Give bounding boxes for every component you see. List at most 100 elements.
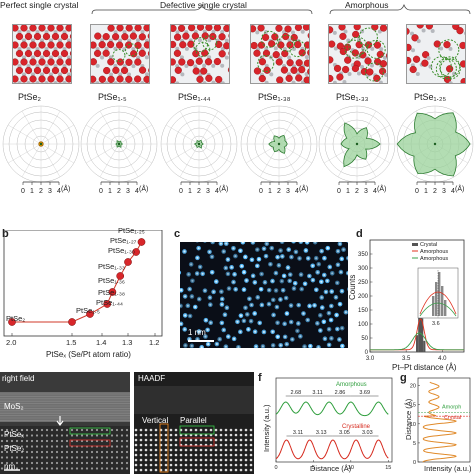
panel-b-xtick-0: 2.0: [6, 338, 17, 347]
panel-d-xlabel: Pt–Pt distance (Å): [392, 363, 457, 372]
lattice-model-2: [170, 24, 230, 84]
radial-tick-5-4: 4: [451, 188, 455, 195]
radial-tick-5-0: 0: [415, 188, 419, 195]
panel-b-point-6: [124, 258, 132, 266]
radial-tick-3-1: 1: [268, 188, 272, 195]
panel-d-inset-bar-4: [444, 300, 447, 316]
bf-scale-label: nm: [4, 462, 16, 471]
panel-b-point-4: [108, 288, 117, 296]
group-label-perfect: Perfect single crystal: [0, 0, 79, 10]
panel-d-legend-2: Amorphous: [420, 256, 448, 262]
phase-label-2: PtSe₁.₄₄: [178, 92, 211, 102]
radial-tick-5-3: 3: [442, 188, 446, 195]
panel-b-xtick-3: 1.3: [122, 338, 133, 347]
panel-b-point-0: [8, 318, 16, 326]
panel-d-ytick-1: 50: [361, 336, 368, 342]
panel-letter-f: f: [258, 372, 262, 384]
lattice-model-3: [250, 24, 310, 84]
panel-f-a-spacing-0: 2.68: [290, 390, 301, 396]
radial-tick-0-4: 4: [57, 188, 61, 195]
panel-f-xtick-0: 0: [274, 465, 277, 471]
panel-b-point-1: [68, 318, 76, 326]
stem-image-c: 1 nm: [180, 242, 348, 348]
panel-b-point-label-8: PtSe₁.₂₅: [118, 226, 145, 235]
phase-label-1: PtSe₁.₅: [98, 92, 127, 102]
panel-g-crystal-label: Crystal: [444, 415, 461, 421]
group-braces: [91, 3, 471, 15]
panel-f-ylabel: Intensity (a.u.): [262, 404, 271, 452]
panel-f-xtick-2: 10: [348, 465, 354, 471]
panel-b-point-label-0: PtSe₂: [6, 314, 26, 323]
panel-d-xtick-2: 4.0: [438, 356, 447, 362]
lattice-model-1: [90, 24, 150, 84]
panel-letter-c: c: [174, 228, 181, 240]
lattice-model-4: [328, 24, 388, 84]
panel-f-amorphous-trace: [275, 401, 389, 417]
mos2-label: MoS₂: [4, 402, 24, 411]
panel-d-ytick-5: 250: [358, 280, 369, 286]
radial-tick-3-3: 3: [286, 188, 290, 195]
panel-g-ytick-4: 20: [410, 384, 416, 390]
polar-shape-5: [396, 112, 471, 177]
panel-f-xlabel: Distance (Å): [310, 464, 352, 473]
vertical-label: Vertical: [142, 416, 169, 425]
radial-tick-3-2: 2: [277, 188, 281, 195]
radial-tick-0-0: 0: [21, 188, 25, 195]
group-label-defective: Defective single crystal: [160, 0, 247, 10]
panel-d-inset-bar-1: [435, 282, 438, 316]
panel-d-bar-1: [418, 312, 421, 352]
radial-tick-2-0: 0: [179, 188, 183, 195]
polar-plots: [2, 105, 474, 183]
radial-unit-4: (Å): [377, 186, 387, 193]
panel-d-xtick-1: 3.5: [402, 356, 411, 362]
panel-d-ytick-2: 100: [358, 322, 369, 328]
radial-tick-4-1: 1: [346, 188, 350, 195]
phase-label-5: PtSe₁.₂₅: [414, 92, 447, 102]
panel-b-xtick-2: 1.4: [96, 338, 107, 347]
panel-d-legend-0: Crystal: [420, 242, 437, 248]
scale-bar-label: 1 nm: [188, 328, 206, 337]
panel-f-c-spacing-2: 3.05: [339, 430, 350, 436]
panel-b-xtick-1: 1.5: [66, 338, 77, 347]
panel-f-crystalline-trace: [275, 439, 389, 460]
panel-d-inset-bar-2: [438, 272, 441, 316]
parallel-label: Parallel: [180, 416, 207, 425]
radial-tick-0-1: 1: [30, 188, 34, 195]
ptse2-label: PtSe₂: [4, 444, 25, 453]
panel-f-xtick-3: 15: [385, 465, 391, 471]
radial-unit-3: (Å): [299, 186, 309, 193]
bright-field-title: right field: [2, 374, 35, 383]
radial-tick-5-1: 1: [424, 188, 428, 195]
panel-f-crystalline-label: Crystalline: [342, 424, 371, 430]
panel-f-chart: Amorphous Crystalline 2.68 3.11 2.86 3.69 3.11…: [274, 377, 393, 471]
lattice-model-5: [406, 24, 466, 84]
radial-tick-4-3: 3: [364, 188, 368, 195]
panel-g-ytick-0: 0: [413, 460, 416, 466]
group-label-amorphous: Amorphous: [345, 0, 389, 10]
radial-tick-1-4: 4: [135, 188, 139, 195]
radial-tick-5-2: 2: [433, 188, 437, 195]
panel-d-ytick-0: 0: [365, 350, 369, 356]
radial-tick-2-3: 3: [206, 188, 210, 195]
panel-b-xlabel: PtSeₓ (Se/Pt atom ratio): [46, 350, 131, 359]
panel-d-curve-green: [370, 332, 464, 351]
panel-b-xtick-4: 1.2: [149, 338, 160, 347]
radial-tick-4-2: 2: [355, 188, 359, 195]
panel-d-inset-bar-3: [441, 286, 444, 316]
panel-b-point-label-2: PtSe₁.₄₄: [96, 298, 123, 307]
polar-plot-0: [2, 105, 80, 183]
panel-f-c-spacing-3: 3.03: [362, 430, 373, 436]
radial-tick-4-4: 4: [373, 188, 377, 195]
panel-f-a-spacing-2: 2.86: [335, 390, 346, 396]
polar-plot-2: [160, 105, 238, 183]
panel-b-chart: [3, 230, 163, 337]
panel-d-ytick-4: 200: [358, 294, 369, 300]
polar-shape-4: [340, 122, 381, 168]
haadf-title: HAADF: [138, 374, 166, 383]
panel-d-inset-label: 3.6: [432, 321, 440, 327]
ptsex-label: PtSeₓ: [4, 430, 24, 439]
radial-tick-4-0: 0: [337, 188, 341, 195]
radial-tick-3-4: 4: [295, 188, 299, 195]
radial-unit-1: (Å): [139, 186, 149, 193]
